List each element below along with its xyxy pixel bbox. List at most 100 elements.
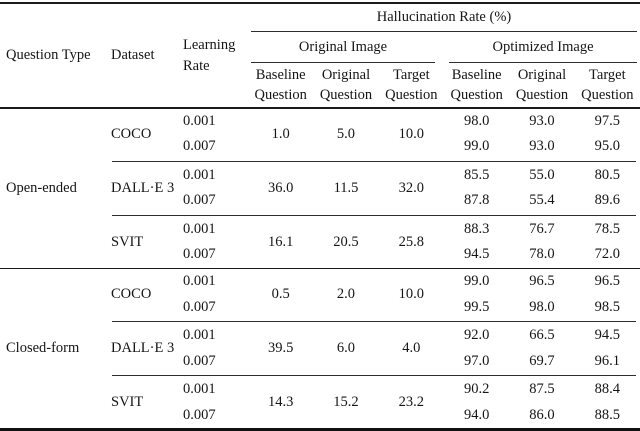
- opt-target-value: 95.0: [594, 138, 621, 155]
- opt-baseline-value: 90.2: [463, 381, 490, 398]
- orig-target-value: 10.0: [398, 125, 425, 142]
- learning-rate-value: 0.001: [183, 220, 216, 237]
- opt-original-value: 93.0: [529, 138, 555, 155]
- orig-original-value: 2.0: [336, 286, 356, 302]
- table-header: Question Type Dataset Learning Rate Hall…: [0, 4, 640, 107]
- orig-target-value: 4.0: [402, 340, 421, 356]
- learning-rate-value: 0.007: [183, 192, 216, 209]
- dataset-groups: COCO 0.001 0.007 1.0 5.0 10.0 98.0 93.0 …: [107, 109, 640, 268]
- dataset-group-dalle3: DALL·E 3 0.001 0.007 36.0 11.5 32.0 85.5…: [107, 163, 640, 214]
- learning-rate-value: 0.007: [183, 406, 216, 423]
- header-line: Question: [254, 87, 307, 103]
- orig-baseline-value: 36.0: [267, 179, 294, 196]
- opt-original-value: 86.0: [529, 406, 555, 423]
- header-learning-rate-line2: Rate: [183, 57, 210, 74]
- header-line: Baseline: [255, 67, 306, 83]
- learning-rate-value: 0.007: [183, 352, 216, 369]
- learning-rate-value: 0.001: [183, 327, 216, 344]
- dataset-group-svit: SVIT 0.001 0.007 14.3 15.2 23.2 90.2 87.…: [107, 377, 640, 428]
- opt-target-value: 96.5: [594, 273, 621, 290]
- opt-target-value: 89.6: [594, 192, 621, 209]
- header-rule: [0, 107, 640, 109]
- opt-original-value: 78.0: [529, 246, 555, 263]
- group-rule: [112, 321, 636, 322]
- opt-original-value: 55.4: [529, 192, 555, 209]
- group-rule: [112, 160, 636, 162]
- opt-original-value: 87.5: [529, 381, 555, 398]
- opt-original-value: 76.7: [529, 220, 555, 237]
- opt-baseline-value: 99.0: [463, 138, 490, 155]
- orig-baseline-value: 14.3: [267, 394, 294, 410]
- header-hallucination-rate: Hallucination Rate (%): [251, 4, 637, 32]
- orig-baseline-value: 16.1: [267, 233, 294, 250]
- opt-original-value: 98.0: [529, 298, 555, 315]
- opt-baseline-value: 99.0: [463, 273, 490, 290]
- dataset-name: DALL·E 3: [111, 340, 175, 356]
- opt-baseline-value: 98.0: [463, 112, 490, 129]
- header-learning-rate-line1: Learning: [183, 36, 236, 53]
- header-orig-original-question: Original Question: [313, 63, 378, 107]
- orig-original-value: 6.0: [336, 340, 356, 356]
- dataset-name: COCO: [111, 125, 152, 142]
- header-orig-target-question: Target Question: [379, 63, 444, 107]
- orig-baseline-value: 39.5: [267, 340, 294, 356]
- bottom-rule: [0, 428, 640, 431]
- header-line: Question: [450, 87, 503, 103]
- question-type-column: Closed-form: [0, 269, 107, 428]
- header-opt-original-question: Original Question: [509, 63, 574, 107]
- opt-baseline-value: 88.3: [463, 220, 490, 237]
- header-question-type: Question Type: [6, 47, 91, 63]
- dataset-name: DALL·E 3: [111, 179, 175, 196]
- header-learning-rate: Learning Rate: [178, 4, 248, 107]
- learning-rate-value: 0.001: [183, 166, 216, 183]
- learning-rate-value: 0.001: [183, 381, 216, 398]
- section-rule: [0, 267, 640, 269]
- section-closed-form: Closed-form COCO 0.001 0.007 0.5 2.0 10.…: [0, 269, 640, 428]
- orig-target-value: 10.0: [398, 286, 425, 302]
- opt-target-value: 94.5: [594, 327, 621, 344]
- header-optimized-image: Optimized Image: [449, 32, 637, 63]
- header-line: Question: [385, 87, 438, 103]
- header-line: Target: [393, 67, 430, 83]
- header-dataset: Dataset: [111, 47, 155, 63]
- dataset-group-dalle3: DALL·E 3 0.001 0.007 39.5 6.0 4.0 92.0 6…: [107, 323, 640, 374]
- question-type-label: Open-ended: [6, 179, 77, 196]
- orig-target-value: 32.0: [398, 179, 425, 196]
- group-rule: [112, 375, 636, 376]
- group-rule: [112, 214, 636, 216]
- dataset-groups: COCO 0.001 0.007 0.5 2.0 10.0 99.0 96.5 …: [107, 269, 640, 428]
- question-type-label: Closed-form: [6, 340, 80, 356]
- header-line: Question: [581, 87, 634, 103]
- header-orig-baseline-question: Baseline Question: [248, 63, 313, 107]
- header-line: Question: [515, 87, 569, 103]
- dataset-name: SVIT: [111, 233, 144, 250]
- opt-baseline-value: 85.5: [463, 166, 490, 183]
- opt-baseline-value: 94.5: [463, 246, 490, 263]
- opt-baseline-value: 87.8: [463, 192, 490, 209]
- top-rule: [0, 2, 640, 4]
- dataset-name: COCO: [111, 286, 152, 302]
- header-opt-target-question: Target Question: [575, 63, 640, 107]
- opt-original-value: 66.5: [529, 327, 555, 344]
- opt-target-value: 97.5: [594, 112, 621, 129]
- orig-original-value: 5.0: [336, 125, 356, 142]
- orig-original-value: 15.2: [333, 394, 359, 410]
- opt-original-value: 55.0: [529, 166, 555, 183]
- header-line: Original: [321, 67, 371, 83]
- dataset-group-coco: COCO 0.001 0.007 0.5 2.0 10.0 99.0 96.5 …: [107, 269, 640, 320]
- opt-original-value: 93.0: [529, 112, 555, 129]
- opt-target-value: 88.5: [594, 406, 621, 423]
- opt-baseline-value: 92.0: [463, 327, 490, 344]
- learning-rate-value: 0.001: [183, 273, 216, 290]
- opt-target-value: 98.5: [594, 298, 621, 315]
- header-line: Original: [517, 67, 567, 83]
- dataset-group-coco: COCO 0.001 0.007 1.0 5.0 10.0 98.0 93.0 …: [107, 109, 640, 160]
- orig-original-value: 20.5: [333, 233, 359, 250]
- orig-baseline-value: 1.0: [271, 125, 290, 142]
- section-open-ended: Open-ended COCO 0.001 0.007 1.0 5.0 10.0…: [0, 109, 640, 268]
- orig-target-value: 25.8: [398, 233, 425, 250]
- opt-target-value: 96.1: [594, 352, 621, 369]
- dataset-group-svit: SVIT 0.001 0.007 16.1 20.5 25.8 88.3 76.…: [107, 217, 640, 268]
